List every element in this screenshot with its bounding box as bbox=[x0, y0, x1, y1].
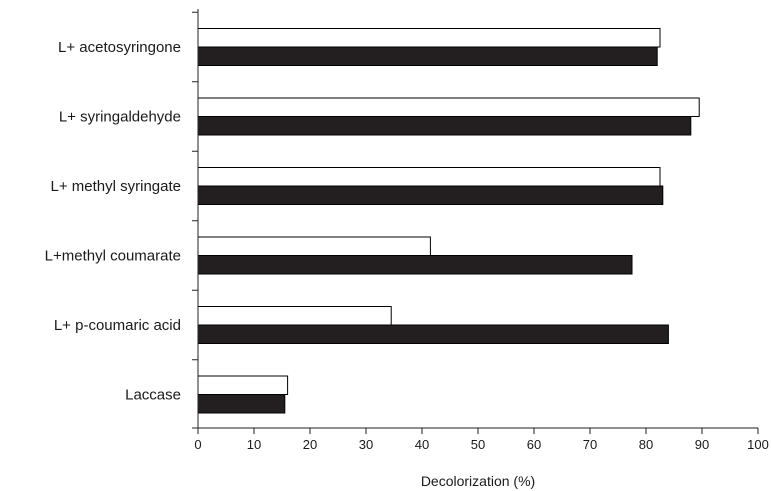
x-tick-label-1: 10 bbox=[247, 437, 261, 452]
category-label-4: L+ p-coumaric acid bbox=[54, 317, 181, 334]
bar-2-3 bbox=[197, 255, 633, 275]
bar-1-4 bbox=[197, 306, 392, 326]
x-tick-label-3: 30 bbox=[359, 437, 373, 452]
bar-1-1 bbox=[197, 97, 700, 117]
bar-2-2 bbox=[197, 185, 664, 205]
x-tick-label-10: 100 bbox=[747, 437, 769, 452]
bar-2-1 bbox=[197, 116, 692, 136]
category-label-2: L+ methyl syringate bbox=[51, 178, 181, 195]
x-axis-title: Decolorization (%) bbox=[421, 473, 535, 489]
x-tick-label-4: 40 bbox=[415, 437, 429, 452]
bar-1-2 bbox=[197, 167, 661, 187]
plot-area: L+ acetosyringone L+ syringaldehyde L+ met… bbox=[45, 9, 769, 452]
x-tick-label-9: 90 bbox=[695, 437, 709, 452]
category-label-3: L+methyl coumarate bbox=[45, 248, 181, 265]
bar-1-0 bbox=[197, 28, 661, 48]
x-tick-label-6: 60 bbox=[527, 437, 541, 452]
category-label-1: L+ syringaldehyde bbox=[59, 109, 181, 126]
category-label-5: Laccase bbox=[125, 387, 181, 404]
x-tick-label-2: 20 bbox=[303, 437, 317, 452]
bar-1-3 bbox=[197, 236, 431, 256]
category-label-0: L+ acetosyringone bbox=[58, 39, 181, 56]
x-tick-label-0: 0 bbox=[194, 437, 201, 452]
bar-2-0 bbox=[197, 46, 658, 66]
bar-1-5 bbox=[197, 375, 289, 395]
x-tick-label-7: 70 bbox=[583, 437, 597, 452]
bar-2-5 bbox=[197, 394, 286, 414]
x-tick-label-8: 80 bbox=[639, 437, 653, 452]
bar-2-4 bbox=[197, 324, 669, 344]
x-tick-label-5: 50 bbox=[471, 437, 485, 452]
